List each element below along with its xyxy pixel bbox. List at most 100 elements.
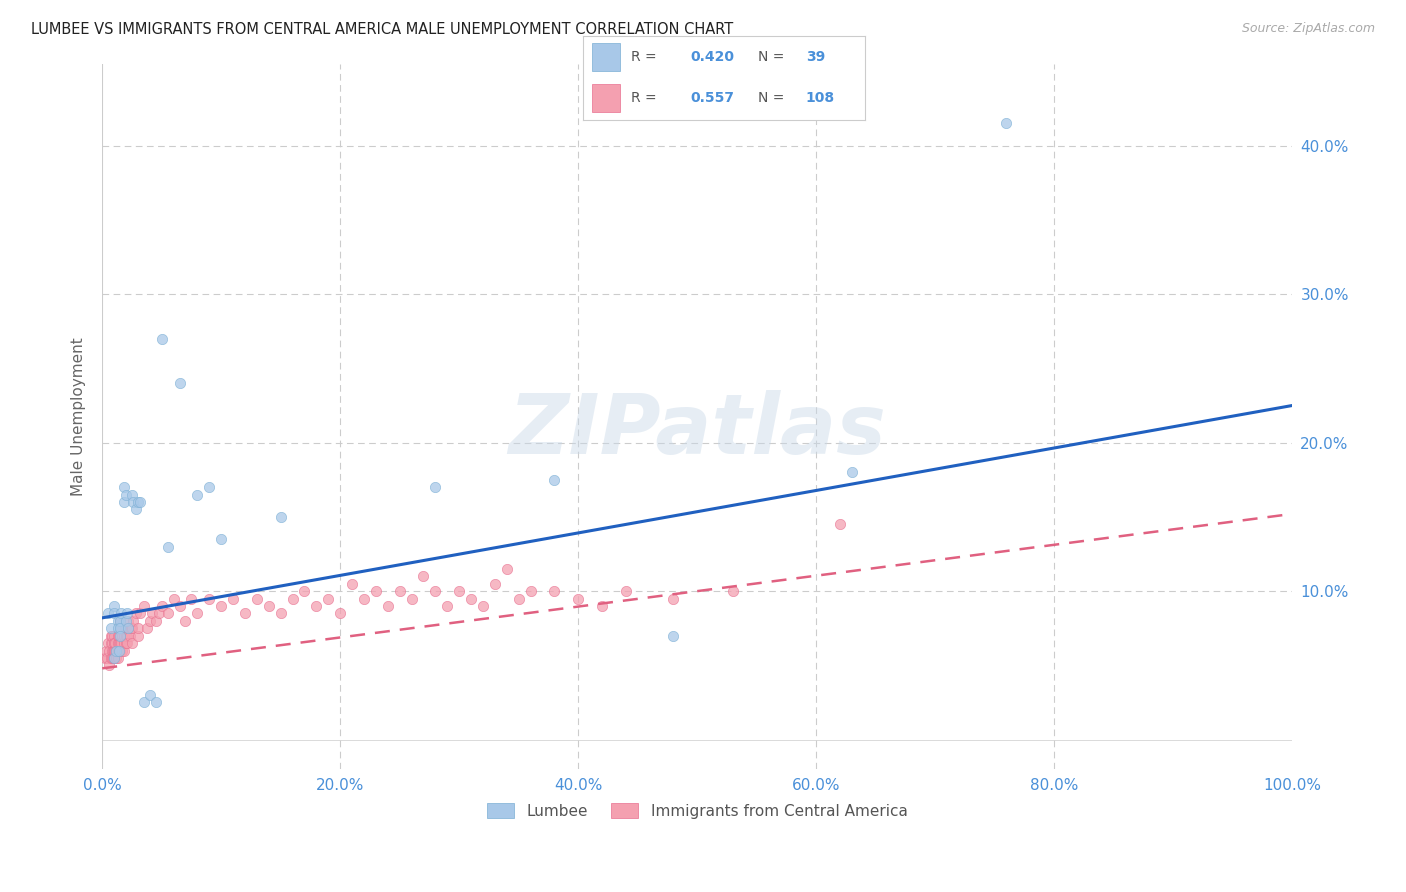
Point (316, 591, 339, 606)
Point (122, 495, 145, 509)
Text: R =: R = (631, 91, 661, 105)
Point (305, 599, 328, 613)
Legend: Lumbee, Immigrants from Central America: Lumbee, Immigrants from Central America (481, 797, 914, 825)
Point (100, 629, 122, 643)
Point (246, 591, 269, 606)
Point (995, 116, 1018, 130)
Point (103, 643, 125, 657)
Point (93, 651, 115, 665)
Point (121, 488, 143, 502)
Point (841, 466, 863, 480)
Point (105, 643, 128, 657)
Point (828, 517, 851, 532)
Text: 108: 108 (806, 91, 835, 105)
Point (107, 621, 129, 635)
Point (233, 607, 256, 621)
Point (484, 576, 506, 591)
Point (103, 643, 125, 657)
Point (124, 502, 146, 516)
Point (148, 607, 170, 621)
Point (108, 643, 131, 657)
Point (112, 636, 135, 650)
Point (257, 599, 280, 613)
Point (100, 636, 122, 650)
Point (209, 599, 232, 613)
Point (180, 591, 202, 606)
Point (543, 584, 565, 599)
Text: LUMBEE VS IMMIGRANTS FROM CENTRAL AMERICA MALE UNEMPLOYMENT CORRELATION CHART: LUMBEE VS IMMIGRANTS FROM CENTRAL AMERIC… (31, 22, 733, 37)
Point (495, 562, 517, 576)
Point (108, 643, 131, 657)
Point (112, 643, 135, 657)
Text: 39: 39 (806, 50, 825, 64)
Text: 0.420: 0.420 (690, 50, 734, 64)
Point (103, 636, 125, 650)
Point (108, 629, 131, 643)
Point (364, 584, 387, 599)
Point (100, 636, 122, 650)
Point (115, 621, 138, 635)
Point (519, 584, 541, 599)
Point (156, 607, 179, 621)
Text: ZIPatlas: ZIPatlas (508, 391, 886, 471)
Point (103, 599, 125, 613)
Point (117, 621, 139, 635)
Point (110, 621, 132, 635)
Point (294, 584, 316, 599)
Text: Source: ZipAtlas.com: Source: ZipAtlas.com (1241, 22, 1375, 36)
Point (124, 607, 146, 621)
Point (662, 629, 685, 643)
Point (115, 636, 138, 650)
Point (412, 569, 434, 583)
Point (141, 607, 163, 621)
Point (436, 599, 458, 613)
Point (98, 658, 121, 673)
Point (174, 614, 197, 628)
Point (145, 614, 167, 628)
Point (567, 591, 589, 606)
Point (270, 607, 292, 621)
Point (115, 607, 138, 621)
Point (401, 591, 423, 606)
Point (614, 584, 637, 599)
Point (150, 332, 173, 346)
Point (97, 636, 120, 650)
Point (471, 599, 494, 613)
Point (108, 614, 131, 628)
Point (105, 643, 128, 657)
Point (222, 591, 245, 606)
Point (108, 636, 131, 650)
Point (329, 607, 352, 621)
Point (107, 643, 129, 657)
Y-axis label: Male Unemployment: Male Unemployment (72, 337, 86, 496)
Point (145, 696, 167, 710)
Point (103, 629, 125, 643)
Point (101, 651, 124, 665)
Point (100, 643, 122, 657)
FancyBboxPatch shape (592, 44, 620, 71)
Point (156, 540, 179, 554)
Point (120, 621, 142, 635)
Point (117, 614, 139, 628)
Point (115, 636, 138, 650)
Point (121, 621, 143, 635)
Point (94, 643, 117, 657)
Point (110, 607, 132, 621)
Point (353, 591, 375, 606)
Point (111, 629, 134, 643)
Point (117, 621, 139, 635)
Point (104, 636, 127, 650)
Point (104, 643, 127, 657)
Point (508, 591, 530, 606)
Point (107, 651, 129, 665)
Point (115, 488, 138, 502)
Point (108, 621, 131, 635)
Point (115, 629, 138, 643)
Point (449, 584, 471, 599)
Point (111, 643, 134, 657)
Point (108, 629, 131, 643)
Point (112, 480, 135, 494)
FancyBboxPatch shape (592, 84, 620, 112)
Point (198, 480, 221, 494)
Point (115, 629, 138, 643)
